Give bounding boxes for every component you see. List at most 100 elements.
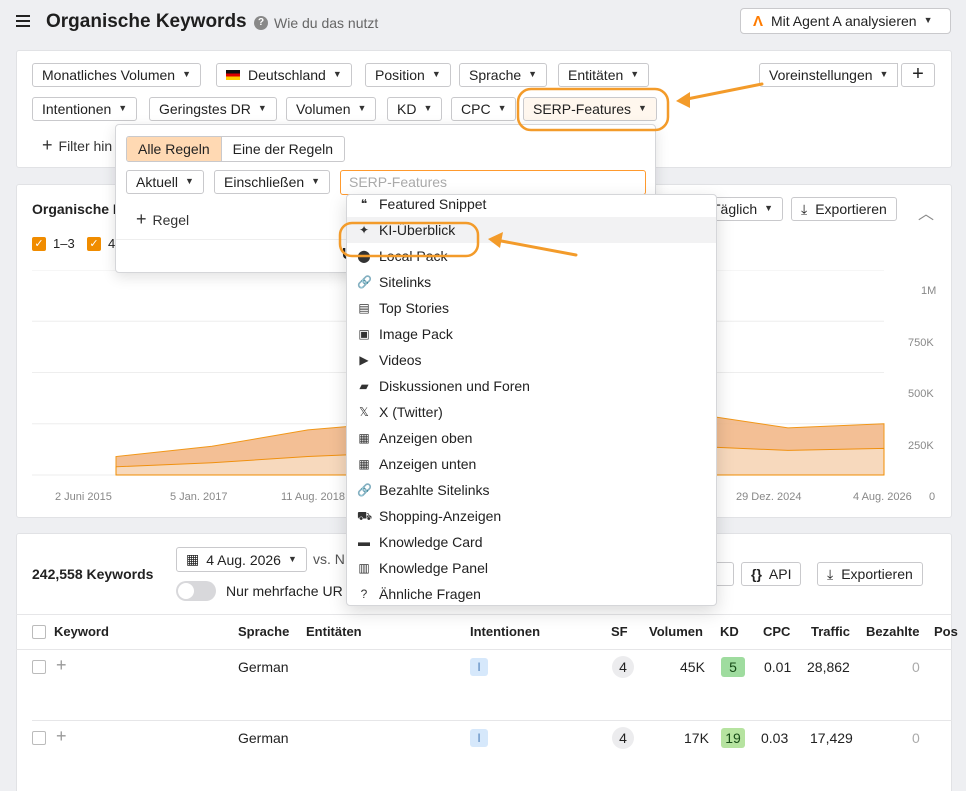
serp-option[interactable]: ▥ Knowledge Panel bbox=[347, 555, 716, 581]
col-intents[interactable]: Intentionen bbox=[470, 624, 541, 639]
plus-icon: + bbox=[42, 135, 53, 155]
intent-badge: I bbox=[470, 658, 488, 676]
x-tick: 11 Aug. 2018 bbox=[281, 491, 346, 503]
sf-count[interactable]: 4 bbox=[612, 656, 634, 678]
add-rule-button[interactable]: + Regel bbox=[136, 209, 189, 230]
ad-icon: ▦ bbox=[358, 457, 370, 471]
api-button[interactable]: {} API bbox=[741, 562, 802, 586]
serp-option-label: Ähnliche Fragen bbox=[379, 586, 481, 602]
cell-cpc: 0.03 bbox=[761, 730, 789, 746]
link-icon: 🔗 bbox=[357, 275, 372, 289]
checkbox-checked-icon: ✓ bbox=[32, 236, 46, 251]
serp-option-label: Knowledge Panel bbox=[379, 560, 488, 576]
when-select[interactable]: Aktuell ▼ bbox=[126, 170, 204, 194]
serp-option[interactable]: 🔗 Sitelinks bbox=[347, 269, 716, 295]
agent-logo-icon: Λ bbox=[753, 12, 764, 30]
serp-option[interactable]: ⛟ Shopping-Anzeigen bbox=[347, 503, 716, 529]
serp-option-label: Top Stories bbox=[379, 300, 450, 316]
filter-serp-features[interactable]: SERP-Features ▼ bbox=[523, 97, 657, 121]
cell-language: German bbox=[238, 659, 289, 675]
add-filter-button[interactable]: + Filter hin bbox=[42, 135, 112, 156]
serp-option[interactable]: ? Ähnliche Fragen bbox=[347, 581, 716, 605]
intent-badge: I bbox=[470, 729, 488, 747]
play-icon: ▶ bbox=[359, 353, 369, 367]
filter-lowest-dr[interactable]: Geringstes DR ▼ bbox=[149, 97, 277, 121]
chevron-down-icon: ▼ bbox=[287, 553, 297, 564]
select-all-checkbox[interactable] bbox=[32, 625, 46, 639]
serp-option-label: Featured Snippet bbox=[379, 196, 487, 212]
col-cpc[interactable]: CPC bbox=[763, 624, 791, 639]
question-icon: ? bbox=[360, 587, 368, 601]
serp-features-input[interactable]: SERP-Features bbox=[340, 170, 646, 195]
presets-button[interactable]: Voreinstellungen ▼ bbox=[759, 63, 899, 87]
col-traffic[interactable]: Traffic bbox=[811, 624, 851, 639]
filter-cpc[interactable]: CPC ▼ bbox=[451, 97, 517, 121]
help-link[interactable]: ? Wie du das nutzt bbox=[254, 15, 378, 31]
serp-option[interactable]: ▦ Anzeigen oben bbox=[347, 425, 716, 451]
col-entities[interactable]: Entitäten bbox=[306, 624, 362, 639]
menu-icon[interactable] bbox=[16, 15, 30, 27]
serp-option[interactable]: ❝ Featured Snippet bbox=[347, 195, 716, 217]
serp-option[interactable]: ▶ Videos bbox=[347, 347, 716, 373]
filter-label: Geringstes DR bbox=[159, 101, 251, 117]
col-language[interactable]: Sprache bbox=[238, 624, 290, 639]
filter-label: Deutschland bbox=[248, 67, 326, 83]
agent-analyze-button[interactable]: Λ Mit Agent A analysieren ▼ bbox=[740, 8, 951, 34]
filter-intents[interactable]: Intentionen ▼ bbox=[32, 97, 138, 121]
legend-1-3[interactable]: ✓ 1–3 bbox=[32, 236, 75, 251]
serp-option[interactable]: ▰ Diskussionen und Foren bbox=[347, 373, 716, 399]
legend-4[interactable]: ✓ 4 bbox=[87, 236, 115, 251]
mode-all-rules[interactable]: Alle Regeln bbox=[127, 137, 222, 161]
col-keyword[interactable]: Keyword bbox=[54, 624, 109, 639]
serp-option[interactable]: ✦ KI-Überblick bbox=[347, 217, 716, 243]
x-icon: 𝕏 bbox=[359, 405, 369, 419]
chart-export-button[interactable]: ⤓ Exportieren bbox=[791, 197, 897, 221]
rule-mode-toggle: Alle Regeln Eine der Regeln bbox=[126, 136, 346, 162]
filter-volume[interactable]: Volumen ▼ bbox=[286, 97, 377, 121]
col-kd[interactable]: KD bbox=[720, 624, 739, 639]
compare-label: vs. N bbox=[313, 551, 345, 567]
serp-option[interactable]: ⬤ Local Pack bbox=[347, 243, 716, 269]
add-keyword-icon[interactable]: + bbox=[56, 726, 67, 746]
serp-option[interactable]: ▣ Image Pack bbox=[347, 321, 716, 347]
link-icon: 🔗 bbox=[357, 483, 372, 497]
sf-count[interactable]: 4 bbox=[612, 727, 634, 749]
table-export-button[interactable]: ⤓ Exportieren bbox=[817, 562, 923, 586]
filter-position[interactable]: Position ▼ bbox=[365, 63, 451, 87]
filter-entities[interactable]: Entitäten ▼ bbox=[558, 63, 650, 87]
y-tick: 750K bbox=[908, 337, 934, 349]
chevron-up-icon[interactable]: ︿ bbox=[918, 206, 935, 223]
row-checkbox[interactable] bbox=[32, 660, 46, 674]
filter-label: SERP-Features bbox=[533, 101, 632, 117]
mode-any-rule[interactable]: Eine der Regeln bbox=[232, 141, 334, 157]
chevron-down-icon: ▼ bbox=[923, 15, 933, 25]
multi-url-toggle[interactable] bbox=[176, 581, 216, 601]
add-keyword-icon[interactable]: + bbox=[56, 655, 67, 675]
add-preset-icon[interactable]: + bbox=[901, 63, 935, 87]
col-position[interactable]: Pos bbox=[934, 624, 958, 639]
serp-option[interactable]: ▦ Anzeigen unten bbox=[347, 451, 716, 477]
col-paid[interactable]: Bezahlte bbox=[866, 624, 920, 639]
filter-kd[interactable]: KD ▼ bbox=[387, 97, 443, 121]
keyword-count: 242,558 Keywords bbox=[32, 566, 154, 582]
serp-option[interactable]: 🔗 Bezahlte Sitelinks bbox=[347, 477, 716, 503]
col-sf[interactable]: SF bbox=[611, 624, 628, 639]
filter-country[interactable]: Deutschland ▼ bbox=[216, 63, 352, 87]
y-tick: 250K bbox=[908, 440, 934, 452]
date-select[interactable]: ▦ 4 Aug. 2026 ▼ bbox=[176, 547, 307, 572]
page-title: Organische Keywords bbox=[46, 11, 247, 32]
row-checkbox[interactable] bbox=[32, 731, 46, 745]
col-volume[interactable]: Volumen bbox=[649, 624, 703, 639]
serp-option[interactable]: 𝕏 X (Twitter) bbox=[347, 399, 716, 425]
legend-label: 4 bbox=[108, 236, 116, 251]
serp-option[interactable]: ▤ Top Stories bbox=[347, 295, 716, 321]
include-select[interactable]: Einschließen ▼ bbox=[214, 170, 331, 194]
agent-button-label: Mit Agent A analysieren bbox=[771, 13, 917, 29]
filter-label: Sprache bbox=[469, 67, 522, 83]
chevron-down-icon: ▼ bbox=[431, 69, 441, 79]
y-tick: 0 bbox=[929, 491, 936, 503]
serp-option[interactable]: ▬ Knowledge Card bbox=[347, 529, 716, 555]
cell-volume: 45K bbox=[680, 659, 705, 675]
filter-language[interactable]: Sprache ▼ bbox=[459, 63, 548, 87]
filter-monthly-volume[interactable]: Monatliches Volumen ▼ bbox=[32, 63, 201, 87]
